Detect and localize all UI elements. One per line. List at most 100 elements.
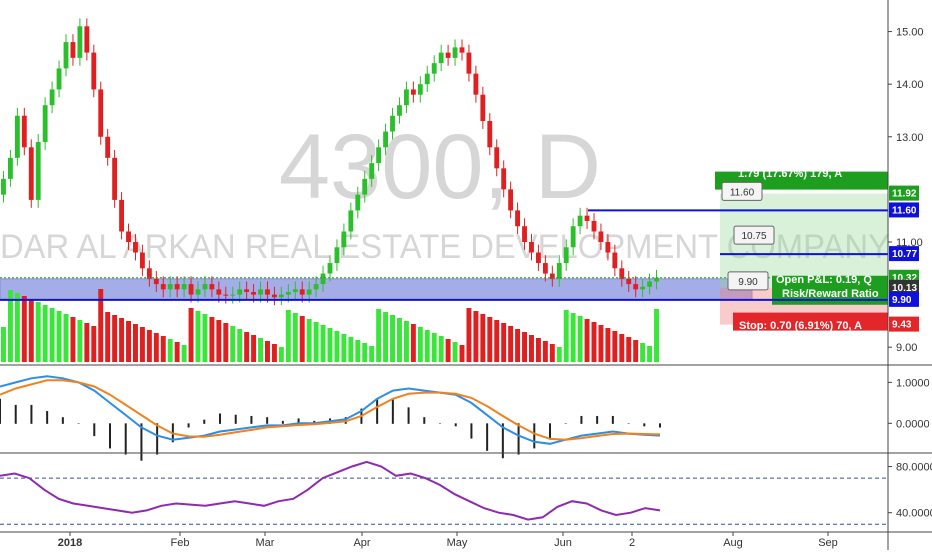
candle-body xyxy=(146,268,152,279)
volume-bar xyxy=(563,310,569,362)
candle-body xyxy=(160,284,166,290)
volume-bar xyxy=(271,344,277,362)
price-label-text: 11.60 xyxy=(892,205,917,216)
candle-body xyxy=(522,226,527,242)
rsi-line xyxy=(0,460,661,521)
candle-body xyxy=(355,194,361,211)
volume-bar xyxy=(84,323,90,362)
volume-bar xyxy=(383,312,389,362)
macd-histogram-bar xyxy=(549,423,551,439)
candle-body xyxy=(35,142,41,200)
volume-bar xyxy=(334,331,340,362)
volume-bar xyxy=(244,332,250,362)
price-label-box xyxy=(889,246,919,262)
candle-body xyxy=(98,89,104,137)
candle-body xyxy=(230,294,236,296)
macd-signal-line xyxy=(0,379,661,441)
candle-body xyxy=(119,199,125,232)
price-label-text: 10.32 xyxy=(892,273,917,284)
volume-bar xyxy=(570,313,576,362)
candle-body xyxy=(445,52,451,58)
macd-histogram-bar xyxy=(109,423,111,449)
macd-line xyxy=(0,375,661,445)
volume-bar xyxy=(77,320,83,362)
volume-bar xyxy=(417,327,423,362)
candle-body xyxy=(334,247,340,264)
candle-body xyxy=(570,226,576,248)
time-tick-label: Apr xyxy=(353,537,370,549)
volume-bar xyxy=(535,338,541,362)
macd-histogram-bar xyxy=(454,423,457,427)
time-tick-label: Jun xyxy=(554,537,572,549)
price-callout-box xyxy=(721,181,763,201)
candle-body xyxy=(265,289,270,295)
time-tick-label: May xyxy=(447,537,468,549)
candle-body xyxy=(202,284,208,290)
time-tick-label: Feb xyxy=(171,537,190,549)
volume-bar xyxy=(49,308,55,362)
candle-body xyxy=(133,242,138,253)
candle-body xyxy=(181,284,187,290)
volume-bar xyxy=(438,336,444,362)
candle-body xyxy=(278,294,284,298)
ratio-info-box xyxy=(772,289,888,305)
candle-body xyxy=(209,284,215,290)
volume-bar xyxy=(369,346,375,362)
volume-bar xyxy=(320,325,326,362)
price-callout-text: 9.90 xyxy=(738,277,758,288)
candle-body xyxy=(313,284,319,290)
price-label-text: 10.77 xyxy=(892,249,917,260)
candle-body xyxy=(327,263,333,274)
candle-body xyxy=(258,289,263,295)
macd-histogram-bar xyxy=(187,423,190,428)
volume-bar xyxy=(278,347,284,362)
macd-histogram-bar xyxy=(61,417,64,424)
candle-body xyxy=(369,163,375,179)
macd-histogram-bar xyxy=(30,404,33,424)
volume-bar xyxy=(542,341,548,362)
volume-bar xyxy=(70,317,76,362)
volume-bar xyxy=(285,310,291,362)
candle-body xyxy=(348,210,354,232)
candle-body xyxy=(480,94,486,121)
candle-body xyxy=(91,52,97,90)
volume-bar xyxy=(397,318,402,362)
open-pnl-text: Open P&L: 0.19, Q xyxy=(776,274,872,286)
time-tick-label: Sep xyxy=(818,537,838,549)
volume-bar xyxy=(265,341,270,362)
candle-body xyxy=(473,73,479,95)
macd-histogram-bar xyxy=(627,423,630,424)
macd-histogram-bar xyxy=(501,423,504,459)
candle-body xyxy=(397,105,402,116)
pnl-info-box xyxy=(772,275,888,292)
candle-body xyxy=(271,294,277,298)
candle-body xyxy=(167,284,173,290)
volume-bar xyxy=(341,334,347,362)
volume-bar xyxy=(153,333,159,362)
volume-bar xyxy=(188,308,194,362)
price-label-text: 9.90 xyxy=(892,295,912,306)
candle-body xyxy=(49,89,55,106)
candle-body xyxy=(126,231,131,242)
candle-body xyxy=(515,210,521,227)
candle-body xyxy=(14,115,20,158)
volume-bar xyxy=(494,320,500,362)
macd-histogram-bar xyxy=(234,414,237,424)
candle-body xyxy=(535,252,541,264)
volume-bar xyxy=(431,333,437,362)
candle-body xyxy=(285,291,291,295)
candle-body xyxy=(112,157,118,200)
macd-histogram-bar xyxy=(297,418,300,424)
volume-bar xyxy=(466,308,472,362)
volume-bar xyxy=(28,299,34,362)
volume-bar xyxy=(258,338,263,362)
price-callout-box xyxy=(733,225,775,245)
volume-bar xyxy=(209,317,215,362)
volume-bar xyxy=(160,336,166,362)
volume-bar xyxy=(480,314,486,362)
macd-tick-label: 1.0000 xyxy=(896,377,930,389)
candle-body xyxy=(1,178,6,195)
volume-bar xyxy=(647,346,653,362)
